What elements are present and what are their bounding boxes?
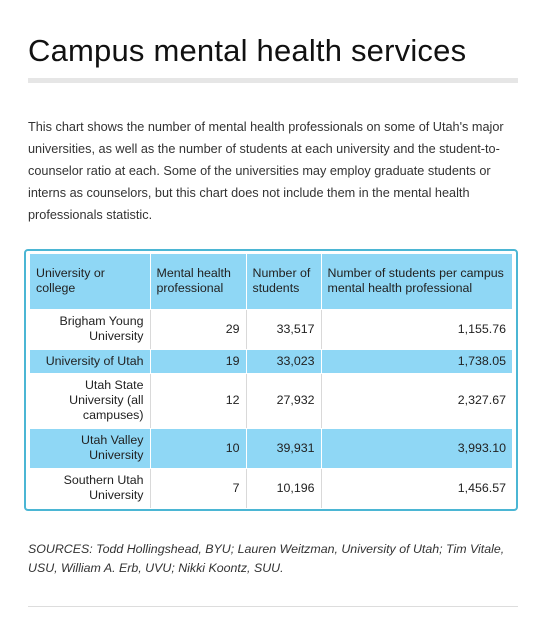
cell-professionals: 12 bbox=[150, 373, 247, 429]
table-row: Southern Utah University 7 10,196 1,456.… bbox=[30, 468, 512, 509]
cell-professionals: 29 bbox=[150, 309, 247, 350]
data-table-container: University or college Mental health prof… bbox=[24, 249, 518, 511]
table-row: University of Utah 19 33,023 1,738.05 bbox=[30, 349, 512, 374]
table-header-row: University or college Mental health prof… bbox=[30, 254, 512, 310]
header-ratio: Number of students per campus mental hea… bbox=[321, 254, 512, 310]
page-title: Campus mental health services bbox=[28, 33, 467, 68]
cell-students: 39,931 bbox=[246, 428, 322, 469]
cell-university: Utah Valley University bbox=[30, 428, 151, 469]
chart-description: This chart shows the number of mental he… bbox=[28, 120, 504, 222]
cell-professionals: 10 bbox=[150, 428, 247, 469]
cell-ratio: 1,456.57 bbox=[321, 468, 512, 509]
sources-note: SOURCES: Todd Hollingshead, BYU; Lauren … bbox=[28, 542, 505, 575]
table-row: Utah Valley University 10 39,931 3,993.1… bbox=[30, 428, 512, 469]
cell-ratio: 1,738.05 bbox=[321, 349, 512, 374]
cell-university: University of Utah bbox=[30, 349, 151, 374]
cell-ratio: 1,155.76 bbox=[321, 309, 512, 350]
cell-professionals: 7 bbox=[150, 468, 247, 509]
cell-students: 10,196 bbox=[246, 468, 322, 509]
cell-university: Brigham Young University bbox=[30, 309, 151, 350]
header-university: University or college bbox=[30, 254, 151, 310]
cell-university: Utah State University (all campuses) bbox=[30, 373, 151, 429]
cell-students: 33,517 bbox=[246, 309, 322, 350]
table-row: Utah State University (all campuses) 12 … bbox=[30, 373, 512, 429]
bottom-divider bbox=[28, 606, 518, 607]
cell-university: Southern Utah University bbox=[30, 468, 151, 509]
table-row: Brigham Young University 29 33,517 1,155… bbox=[30, 309, 512, 350]
cell-students: 27,932 bbox=[246, 373, 322, 429]
cell-ratio: 3,993.10 bbox=[321, 428, 512, 469]
header-professionals: Mental health professional bbox=[150, 254, 247, 310]
cell-ratio: 2,327.67 bbox=[321, 373, 512, 429]
cell-students: 33,023 bbox=[246, 349, 322, 374]
cell-professionals: 19 bbox=[150, 349, 247, 374]
header-students: Number of students bbox=[246, 254, 322, 310]
title-divider bbox=[28, 78, 518, 83]
data-table: University or college Mental health prof… bbox=[30, 254, 512, 509]
